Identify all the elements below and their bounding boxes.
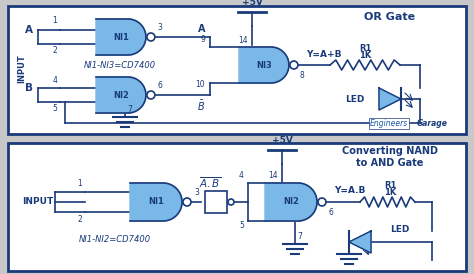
Text: R1: R1 [359, 44, 371, 53]
Text: +5V: +5V [272, 136, 292, 145]
Text: Garage: Garage [417, 119, 448, 128]
Text: 1: 1 [53, 16, 57, 25]
Text: 7: 7 [297, 232, 302, 241]
Text: 2: 2 [78, 215, 82, 224]
Text: 2: 2 [53, 46, 57, 55]
Circle shape [318, 198, 326, 206]
Text: 8: 8 [300, 71, 305, 80]
Text: 6: 6 [158, 81, 163, 90]
Text: Engineers: Engineers [370, 119, 408, 128]
Text: NI1: NI1 [113, 33, 129, 41]
Text: NI1: NI1 [148, 198, 164, 207]
Text: 14: 14 [268, 171, 278, 180]
Text: 1K: 1K [359, 51, 371, 60]
Text: NI1-NI2=CD7400: NI1-NI2=CD7400 [79, 235, 151, 244]
Text: R1: R1 [384, 181, 396, 190]
Polygon shape [379, 88, 401, 110]
Text: Y=A+B: Y=A+B [306, 50, 341, 59]
Circle shape [147, 91, 155, 99]
Text: A: A [198, 24, 205, 34]
Text: LED: LED [346, 95, 365, 104]
Text: NI3: NI3 [256, 61, 272, 70]
Text: INPUT: INPUT [22, 198, 54, 207]
Text: +5V: +5V [242, 0, 263, 7]
Text: B: B [25, 83, 33, 93]
Text: 5: 5 [53, 104, 57, 113]
Polygon shape [349, 231, 371, 253]
Text: 6: 6 [329, 208, 334, 217]
Polygon shape [239, 47, 289, 83]
Polygon shape [96, 19, 146, 55]
Text: 4: 4 [53, 76, 57, 85]
Text: $\overline{A.B}$: $\overline{A.B}$ [199, 175, 221, 190]
Circle shape [183, 198, 191, 206]
Text: OR Gate: OR Gate [365, 12, 416, 22]
Polygon shape [130, 183, 182, 221]
Text: 3: 3 [158, 23, 163, 32]
Text: Converting NAND
to AND Gate: Converting NAND to AND Gate [342, 146, 438, 168]
Text: NI1-NI3=CD7400: NI1-NI3=CD7400 [84, 61, 156, 70]
Text: $\bar{B}$: $\bar{B}$ [197, 99, 205, 113]
Circle shape [147, 33, 155, 41]
Text: LED: LED [390, 226, 410, 235]
Text: 14: 14 [238, 36, 248, 45]
Text: 1: 1 [78, 179, 82, 188]
Text: 1K: 1K [384, 188, 396, 197]
Polygon shape [96, 77, 146, 113]
Text: A: A [25, 25, 33, 35]
Text: Y=A.B: Y=A.B [334, 186, 365, 195]
Polygon shape [265, 183, 317, 221]
Text: NI2: NI2 [283, 198, 299, 207]
Circle shape [228, 199, 234, 205]
Text: INPUT: INPUT [18, 55, 27, 83]
Text: 10: 10 [195, 80, 205, 89]
Circle shape [290, 61, 298, 69]
Text: 7: 7 [127, 105, 132, 114]
Text: NI2: NI2 [113, 90, 129, 99]
Text: 9: 9 [200, 35, 205, 44]
Text: 3: 3 [194, 188, 199, 197]
Text: 4: 4 [239, 171, 244, 180]
Bar [205, 191, 227, 213]
Text: 5: 5 [239, 221, 244, 230]
